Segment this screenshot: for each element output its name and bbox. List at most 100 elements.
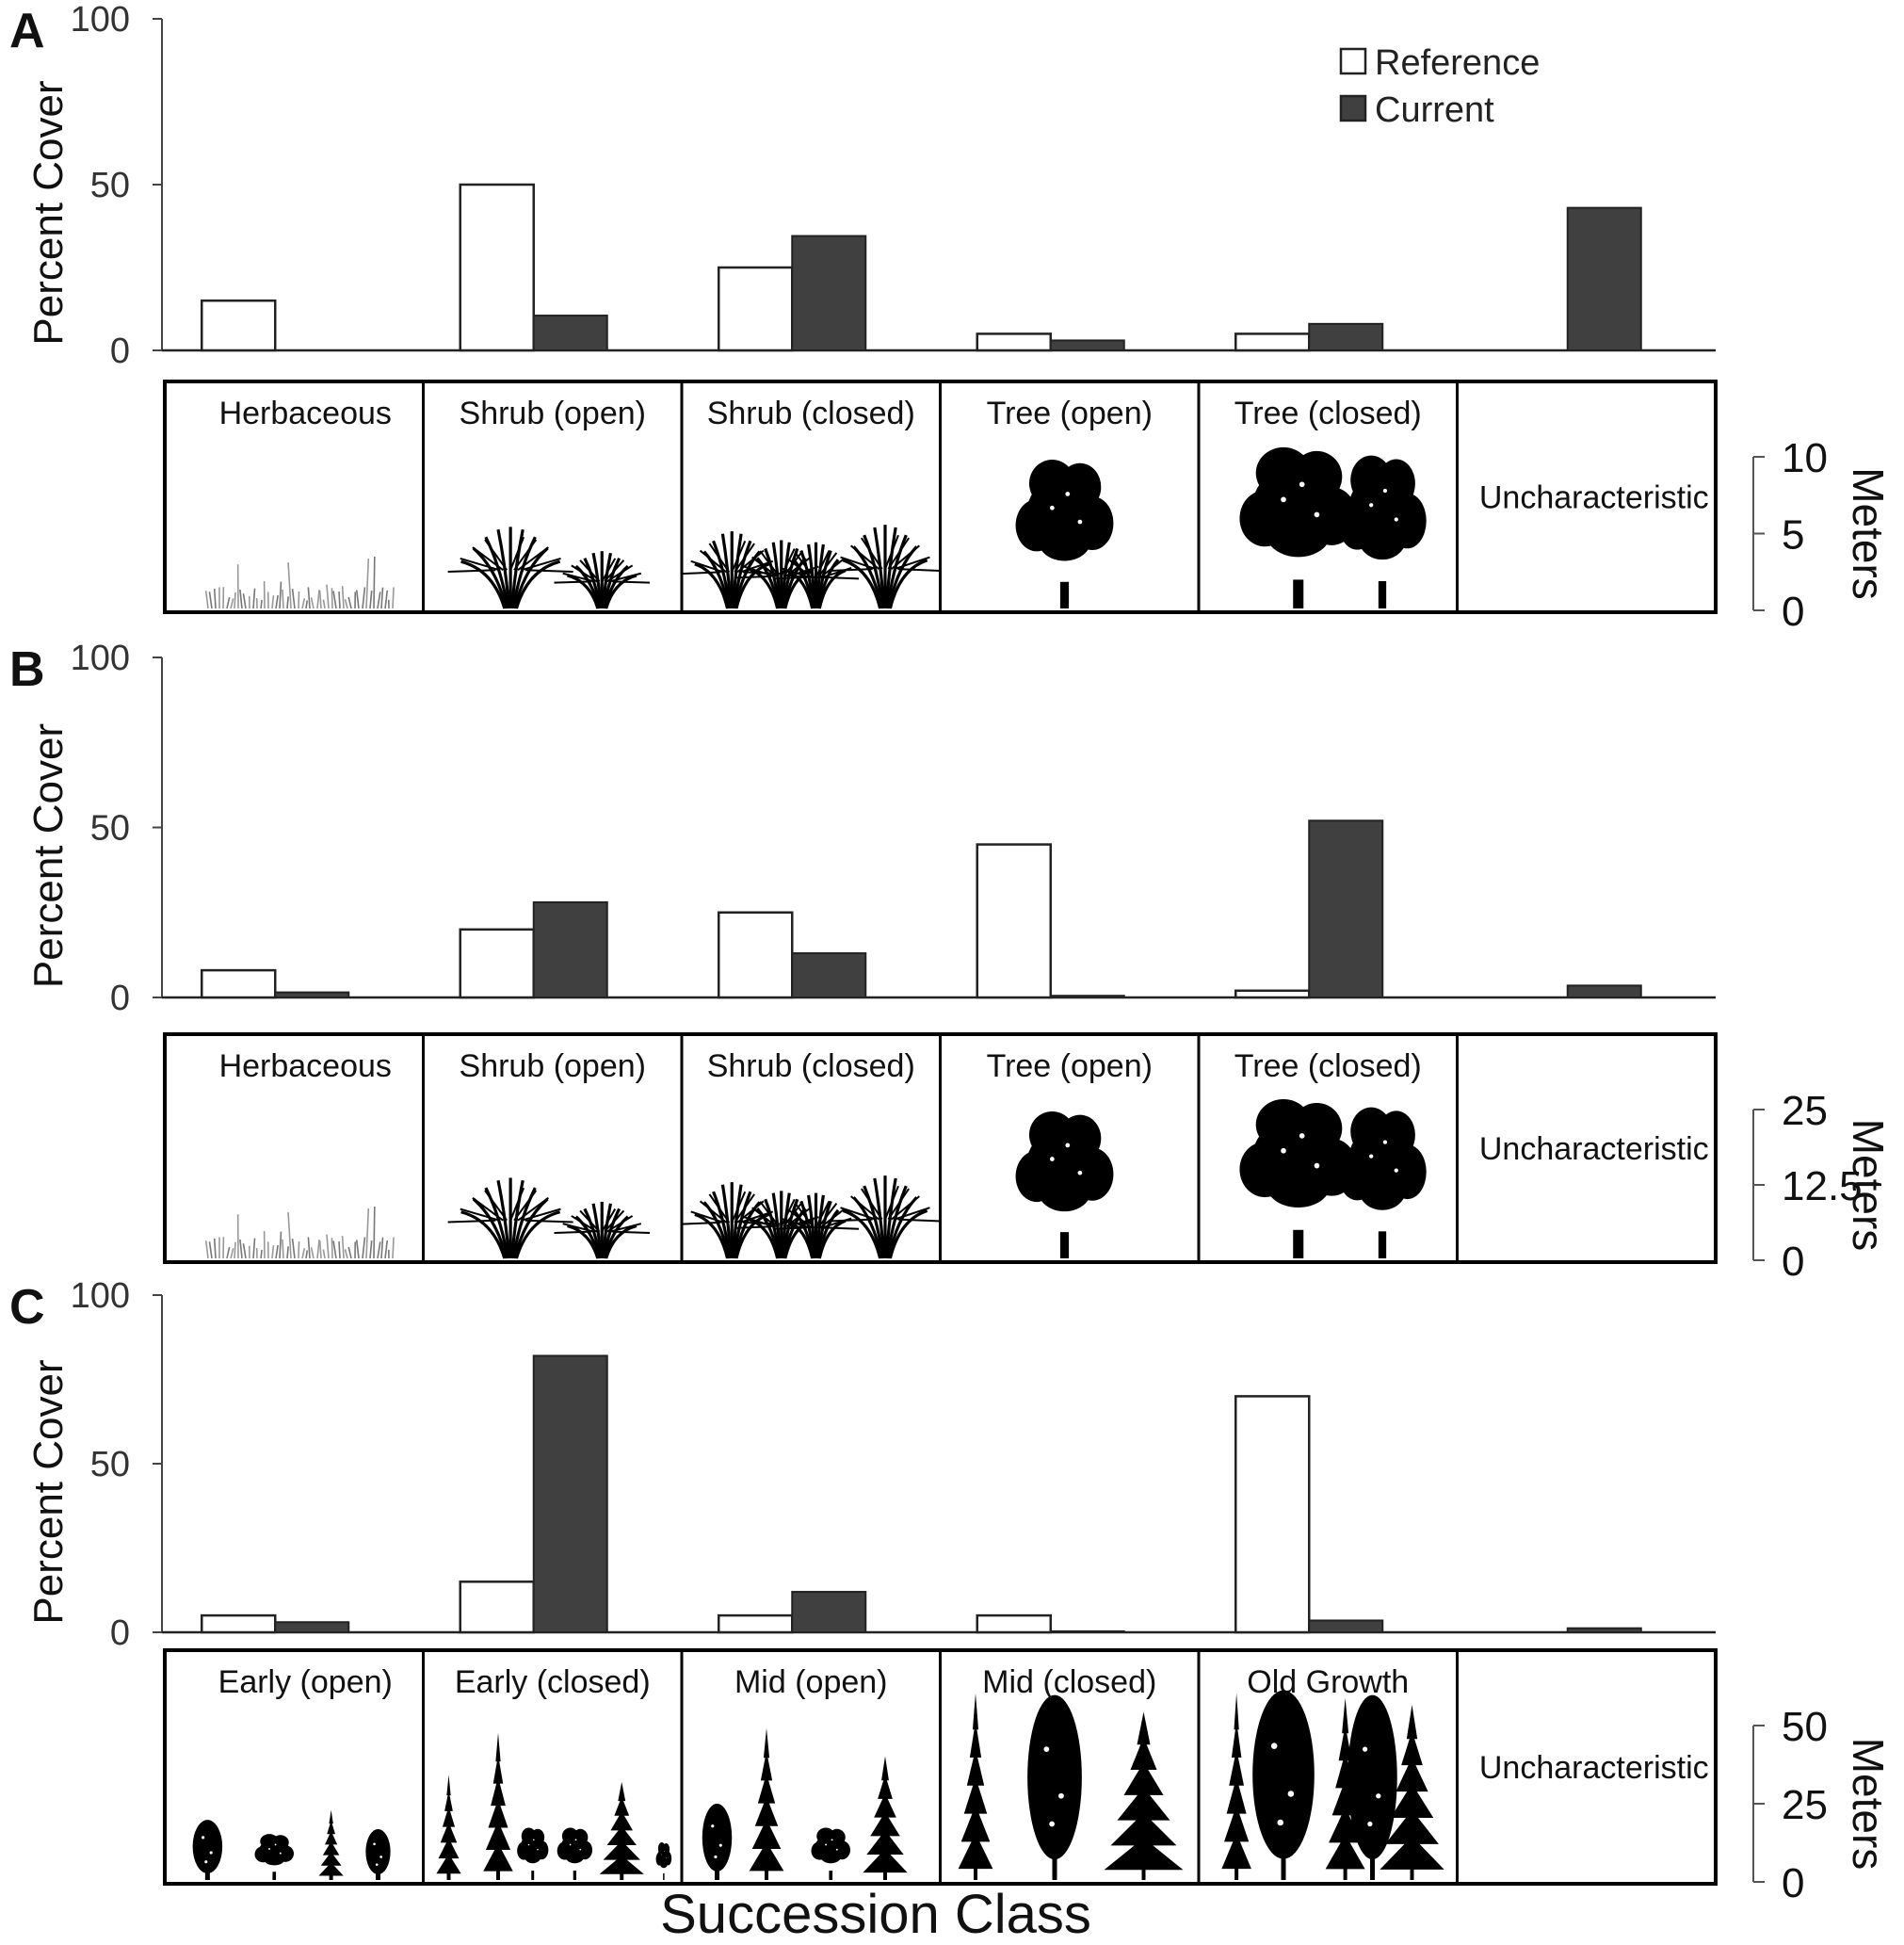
scale-tick-label: 0 <box>1782 1239 1804 1285</box>
category-cell: Herbaceous <box>204 1048 395 1259</box>
panel-letter: B <box>9 642 45 697</box>
height-scale: 25 12.5 0 Meters <box>1752 1088 1893 1285</box>
bar-reference <box>718 1613 794 1634</box>
category-label: Tree (closed) <box>1234 1048 1422 1084</box>
meters-label: Meters <box>1844 1119 1893 1252</box>
category-cell: Tree (closed) <box>1234 396 1427 608</box>
bar-reference <box>459 1580 535 1634</box>
vegetation-silhouette <box>681 1175 941 1259</box>
vegetation-silhouette <box>1239 446 1427 608</box>
bar-reference <box>976 1613 1052 1634</box>
category-cell: Uncharacteristic <box>1479 1131 1709 1167</box>
bar-current <box>1049 1629 1125 1634</box>
y-tick-label: 100 <box>71 0 130 40</box>
scale-tick-label: 50 <box>1782 1704 1828 1750</box>
category-label: Shrub (closed) <box>707 1048 915 1084</box>
legend-swatch <box>1339 47 1367 75</box>
category-label: Early (open) <box>218 1664 393 1700</box>
category-label: Shrub (open) <box>460 1048 646 1084</box>
y-axis-label: Percent Cover <box>25 1359 72 1624</box>
vegetation-silhouette <box>681 525 941 609</box>
bar-reference <box>201 1613 277 1634</box>
y-axis-label: Percent Cover <box>25 723 72 988</box>
category-cell: Mid (closed) <box>958 1664 1184 1880</box>
category-label: Shrub (closed) <box>707 396 915 431</box>
bar-current <box>1566 984 1642 998</box>
legend: Reference Current <box>1339 43 1540 130</box>
vegetation-silhouette <box>1221 1690 1444 1880</box>
category-cell: Tree (closed) <box>1234 1048 1427 1258</box>
category-label: Uncharacteristic <box>1479 1750 1709 1786</box>
x-axis-label: Succession Class <box>660 1884 1091 1945</box>
bar-current <box>1566 206 1642 351</box>
bar-reference <box>459 183 535 352</box>
vegetation-silhouette <box>1015 460 1114 608</box>
category-cell: Shrub (closed) <box>681 396 941 609</box>
bar-current <box>532 900 608 998</box>
legend-label: Reference <box>1375 43 1540 83</box>
bar-reference <box>718 266 794 352</box>
bar-current <box>274 1621 350 1634</box>
vegetation-silhouette <box>1239 1098 1427 1258</box>
category-label: Early (closed) <box>455 1664 651 1700</box>
category-label: Old Growth <box>1247 1664 1409 1700</box>
scale-tick-label: 0 <box>1782 1860 1804 1906</box>
bar-current <box>1049 339 1125 352</box>
bar-reference <box>976 332 1052 352</box>
category-label: Herbaceous <box>219 1048 392 1084</box>
bar-reference <box>201 299 277 352</box>
category-cell: Early (closed) <box>436 1664 672 1880</box>
panel-letter: A <box>9 4 45 58</box>
bar-current <box>1308 322 1384 351</box>
category-cell: Shrub (open) <box>447 396 651 609</box>
category-cell: Uncharacteristic <box>1479 1750 1709 1786</box>
category-label: Tree (closed) <box>1234 396 1422 431</box>
y-tick-label: 0 <box>110 1613 130 1653</box>
bar-current <box>1049 995 1125 998</box>
panel-letter: C <box>9 1280 45 1335</box>
bar-current <box>791 1591 867 1634</box>
vegetation-silhouette <box>958 1693 1184 1880</box>
scale-tick-label: 10 <box>1782 435 1828 481</box>
bar-reference <box>1234 989 1311 999</box>
bar-reference <box>718 911 794 999</box>
y-tick-label: 50 <box>90 809 130 849</box>
y-tick-label: 100 <box>71 1276 130 1316</box>
vegetation-silhouette <box>1015 1110 1114 1258</box>
bar-current <box>1308 819 1384 999</box>
legend-item-cur: Current <box>1339 90 1494 130</box>
meters-label: Meters <box>1844 467 1893 600</box>
category-label: Herbaceous <box>219 396 392 431</box>
meters-label: Meters <box>1844 1738 1893 1871</box>
scale-tick-label: 0 <box>1782 589 1804 635</box>
y-tick-label: 100 <box>71 639 130 678</box>
chart-panel-c: C 0 50 100 Percent Cover Early (open) Early (c… <box>9 1276 1893 1906</box>
bar-current <box>1308 1619 1384 1633</box>
chart-panel-b: B 0 50 100 Percent Cover Herbaceous Shrub (ope… <box>9 639 1893 1285</box>
scale-tick-label: 12.5 <box>1782 1163 1863 1209</box>
bar-reference <box>459 928 535 999</box>
legend-label: Current <box>1375 90 1494 130</box>
scale-tick-label: 5 <box>1782 512 1804 559</box>
category-label: Uncharacteristic <box>1479 480 1709 516</box>
category-label: Uncharacteristic <box>1479 1131 1709 1167</box>
category-cell: Shrub (open) <box>447 1048 651 1259</box>
category-cell: Uncharacteristic <box>1479 480 1709 516</box>
y-tick-label: 50 <box>90 1445 130 1484</box>
category-cell: Early (open) <box>192 1664 393 1880</box>
category-cell: Shrub (closed) <box>681 1048 941 1259</box>
y-tick-label: 0 <box>110 332 130 371</box>
category-cell: Herbaceous <box>204 396 395 609</box>
height-scale: 10 5 0 Meters <box>1752 435 1893 635</box>
y-tick-label: 0 <box>110 979 130 1018</box>
bar-current <box>791 235 867 351</box>
vegetation-silhouette <box>436 1732 672 1880</box>
bar-current <box>532 315 608 352</box>
category-label: Shrub (open) <box>460 396 646 431</box>
vegetation-silhouette <box>204 1206 395 1259</box>
scale-tick-label: 25 <box>1782 1088 1828 1134</box>
legend-item-ref: Reference <box>1339 43 1540 83</box>
category-label: Mid (open) <box>734 1664 888 1700</box>
category-cell: Mid (open) <box>702 1664 908 1880</box>
